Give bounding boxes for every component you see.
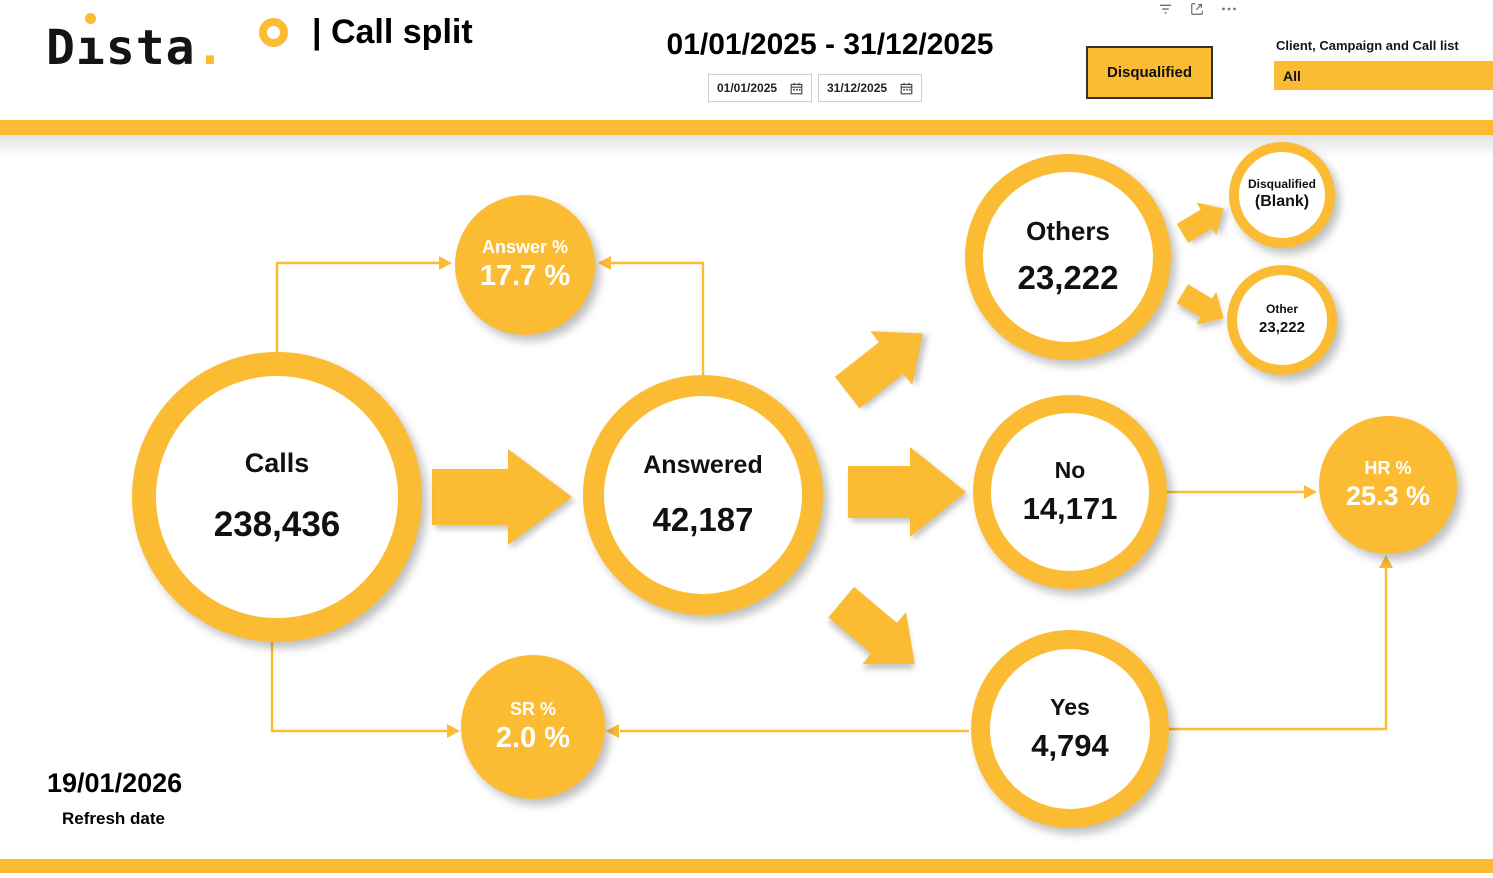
logo-text-sta: sta [105,20,196,76]
node-label: Other [1265,302,1298,317]
node-label: Disqualified [1247,177,1316,192]
node-label: Yes [1050,693,1090,720]
node-value: 4,794 [1031,728,1109,764]
node-label: Calls [244,448,310,479]
arrowhead [598,256,611,270]
node-value: 23,222 [1259,319,1305,337]
answered-node: Answered 42,187 [583,375,823,615]
dista-logo: Dısta. [46,24,225,72]
node-value: 238,436 [213,505,341,545]
calendar-icon [900,82,913,94]
refresh-date-label: Refresh date [62,809,165,828]
logo-text-d: D [46,20,76,76]
logo-ring-icon [259,18,288,47]
hr-rate-node: HR % 25.3 % [1319,416,1457,554]
disqualified-blank-node: Disqualified (Blank) [1229,142,1335,248]
node-label: Others [1026,216,1110,247]
arrow-answered-to-no [848,447,966,537]
calls-node: Calls 238,436 [132,352,422,642]
header-divider-stripe [0,120,1493,135]
more-options-icon[interactable] [1221,6,1237,12]
node-label: HR % [1364,458,1412,479]
arrowhead [447,724,460,738]
visual-header-toolbar [1158,1,1237,17]
arrow-others-to-disqualified-blank [1176,202,1224,243]
node-value: 14,171 [1022,491,1118,527]
arrow-answered-to-yes [828,586,915,665]
stripe-shadow [0,135,1493,157]
calendar-icon [790,82,803,94]
arrow-calls-to-answered [432,449,572,545]
others-node: Others 23,222 [965,154,1171,360]
node-value: 2.0 % [495,721,571,754]
arrowhead [1304,485,1317,499]
node-value: (Blank) [1254,193,1310,211]
yes-node: Yes 4,794 [971,630,1169,828]
node-value: 23,222 [1017,258,1119,296]
refresh-date-value: 19/01/2026 [47,768,183,798]
date-to-input[interactable]: 31/12/2025 [818,74,922,102]
date-from-value: 01/01/2025 [717,81,778,95]
connector-answered-to-answer-rate [610,261,705,377]
slicer-selected-value: All [1283,67,1301,84]
filter-icon[interactable] [1158,3,1173,16]
date-to-value: 31/12/2025 [827,81,888,95]
slicer-dropdown[interactable]: All [1274,61,1493,90]
sr-rate-node: SR % 2.0 % [461,655,605,799]
other-node: Other 23,222 [1227,265,1337,375]
node-value: 42,187 [652,501,754,539]
footer-stripe [0,859,1493,873]
arrowhead [439,256,452,270]
arrow-others-to-other [1176,284,1224,325]
date-from-input[interactable]: 01/01/2025 [708,74,812,102]
arrowhead [606,724,619,738]
arrow-answered-to-others [834,331,923,409]
connector-calls-to-answer-rate [275,261,440,352]
logo-text-i: ı [75,20,106,76]
connector-yes-to-hr-rate [1169,567,1388,731]
logo-period: . [195,20,226,76]
node-value: 17.7 % [479,259,571,292]
connector-calls-to-sr-rate [270,642,448,733]
answer-rate-node: Answer % 17.7 % [455,195,595,335]
node-label: Answer % [481,236,569,257]
node-label: Answered [643,450,763,479]
no-node: No 14,171 [973,395,1167,589]
page-title: | Call split [312,13,473,51]
date-range-title: 01/01/2025 - 31/12/2025 [666,28,994,61]
node-label: SR % [509,698,556,719]
disqualified-button[interactable]: Disqualified [1086,46,1213,99]
node-label: No [1054,456,1086,483]
arrowhead [1379,555,1393,568]
node-value: 25.3 % [1345,480,1431,511]
focus-mode-icon[interactable] [1190,2,1204,16]
slicer-label: Client, Campaign and Call list [1276,38,1459,53]
